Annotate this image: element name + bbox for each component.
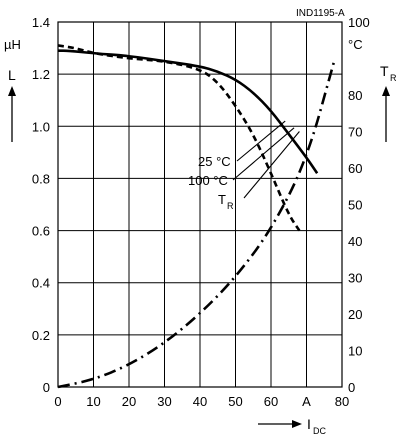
y-left-tick-label: 0: [43, 380, 50, 395]
y-left-tick-label: 0.6: [32, 224, 50, 239]
y-right-tick-label: 40: [348, 234, 362, 249]
series-line-25-c: [57, 49, 319, 174]
series-line-t-r: [57, 58, 337, 389]
y-left-tick-label: 0.8: [32, 171, 50, 186]
annotation-leader-line: [236, 120, 286, 162]
x-tick-label: 60: [264, 394, 278, 409]
svg-text:25 °C: 25 °C: [198, 154, 231, 169]
annotation-tr: T R: [218, 192, 234, 211]
x-tick-label: 80: [335, 394, 349, 409]
svg-text:R: R: [227, 201, 234, 211]
grid: [57, 21, 343, 388]
svg-text:T: T: [218, 192, 226, 207]
y-left-tick-label: 0.2: [32, 328, 50, 343]
y-right-tick-label: 50: [348, 198, 362, 213]
x-axis-arrow: [258, 420, 302, 428]
x-axis-label: I: [307, 416, 311, 432]
y-right-tick-label: 60: [348, 161, 362, 176]
y-right-tick-label: 70: [348, 125, 362, 140]
x-tick-label: 50: [228, 394, 242, 409]
annotation-leaders: [232, 120, 300, 199]
y-right-tick-label: 100: [348, 15, 370, 30]
y-right-axis-label-sub: R: [390, 73, 397, 83]
y-right-tick-label: 30: [348, 271, 362, 286]
annotation-25c: 25 °C: [198, 154, 231, 169]
series-line-100-c: [57, 44, 301, 232]
y-left-axis-arrow: [8, 86, 16, 142]
x-axis-label-sub: DC: [313, 426, 326, 436]
y-right-tick-label: 20: [348, 307, 362, 322]
annotation-leader-line: [232, 127, 295, 181]
y-right-tick-label: 80: [348, 88, 362, 103]
x-tick-label: 20: [122, 394, 136, 409]
x-tick-label: 30: [157, 394, 171, 409]
annotation-leader-line: [243, 131, 300, 199]
y-left-tick-label: 1.4: [32, 15, 50, 30]
series-group: [57, 44, 337, 389]
x-tick-label: 40: [193, 394, 207, 409]
x-tick-label: 0: [54, 394, 61, 409]
y-right-tick-label: 0: [348, 380, 355, 395]
tick-labels: 0 10 20 30 40 50 60 A 8000.20.40.60.81.01.21.401…: [32, 15, 370, 409]
svg-text:100 °C: 100 °C: [188, 173, 228, 188]
figure-code: IND1195-A: [296, 8, 345, 19]
y-right-tick-label: 10: [348, 344, 362, 359]
y-right-unit: °C: [348, 37, 363, 52]
y-left-axis-label: L: [8, 67, 16, 83]
y-right-axis-arrow: [382, 86, 390, 142]
y-left-unit: µH: [4, 37, 21, 52]
annotation-100c: 100 °C: [188, 173, 228, 188]
x-tick-label: 10: [86, 394, 100, 409]
y-right-axis-label: T: [380, 63, 389, 79]
x-tick-label: A: [302, 394, 311, 409]
y-left-tick-label: 0.4: [32, 276, 50, 291]
y-left-tick-label: 1.0: [32, 119, 50, 134]
y-left-tick-label: 1.2: [32, 67, 50, 82]
